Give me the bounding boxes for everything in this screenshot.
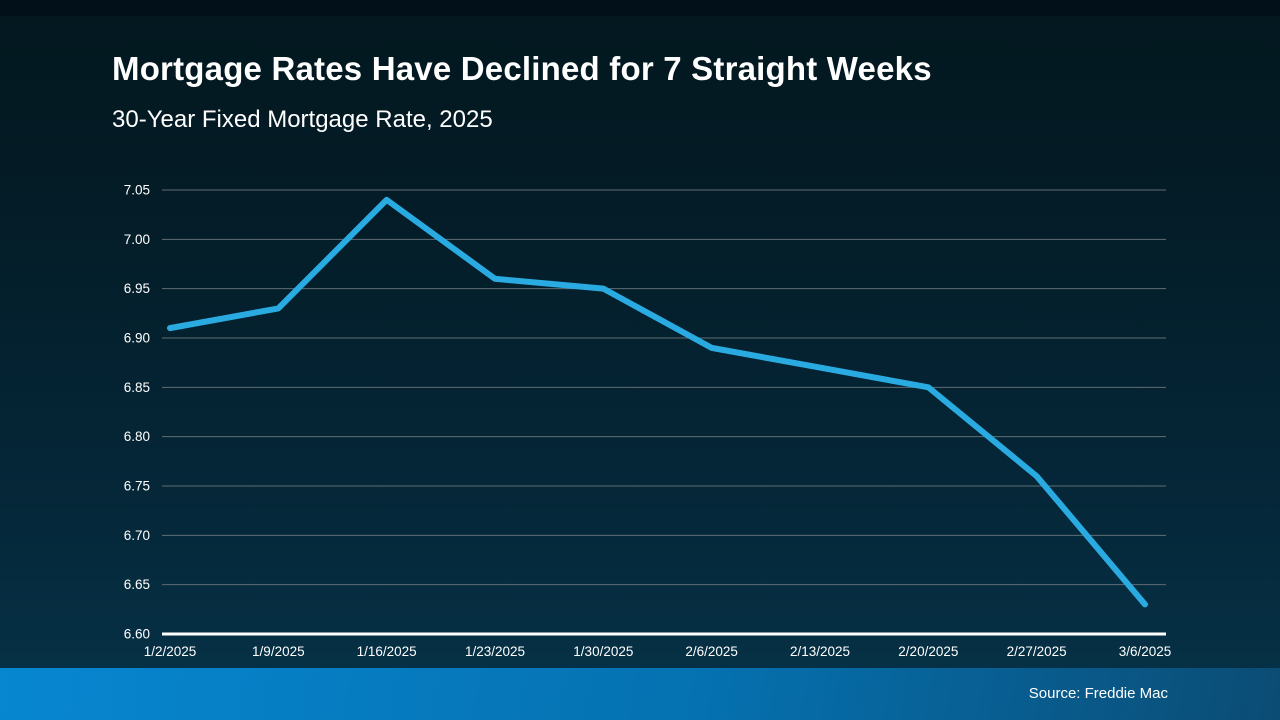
y-axis-labels-group: 6.60 6.65 6.70 6.75 6.80 6.85 6.90 6.95 7.00 7.05 [124,183,150,642]
rate-line-series [167,196,1148,608]
y-axis-tick-label: 6.90 [124,331,150,346]
x-axis-tick-label: 1/16/2025 [357,644,417,659]
x-axis-tick-label: 2/20/2025 [898,644,958,659]
y-axis-tick-label: 6.60 [124,627,150,642]
x-axis-tick-label: 1/2/2025 [144,644,197,659]
y-axis-tick-label: 6.75 [124,479,150,494]
x-axis-tick-label: 1/23/2025 [465,644,525,659]
x-axis-tick-label: 2/27/2025 [1007,644,1067,659]
chart-title: Mortgage Rates Have Declined for 7 Strai… [112,50,932,87]
y-axis-tick-label: 7.00 [124,232,150,247]
y-axis-tick-label: 6.95 [124,281,150,296]
y-axis-tick-label: 7.05 [124,183,150,198]
x-axis-tick-label: 1/9/2025 [252,644,305,659]
y-axis-tick-label: 6.80 [124,429,150,444]
x-axis-tick-label: 3/6/2025 [1119,644,1172,659]
series-group [167,196,1148,608]
chart-subtitle: 30-Year Fixed Mortgage Rate, 2025 [112,106,493,133]
source-label: Source: Freddie Mac [1028,685,1168,702]
y-axis-tick-label: 6.70 [124,528,150,543]
y-axis-tick-label: 6.85 [124,380,150,395]
x-axis-tick-label: 2/13/2025 [790,644,850,659]
x-axis-labels-group: 1/2/2025 1/9/2025 1/16/2025 1/23/2025 1/30/2… [144,644,1172,659]
y-axis-tick-label: 6.65 [124,577,150,592]
x-axis-tick-label: 1/30/2025 [573,644,633,659]
gridlines-group [162,189,1166,636]
x-axis-tick-label: 2/6/2025 [685,644,738,659]
footer-bar: Source: Freddie Mac [0,668,1280,720]
